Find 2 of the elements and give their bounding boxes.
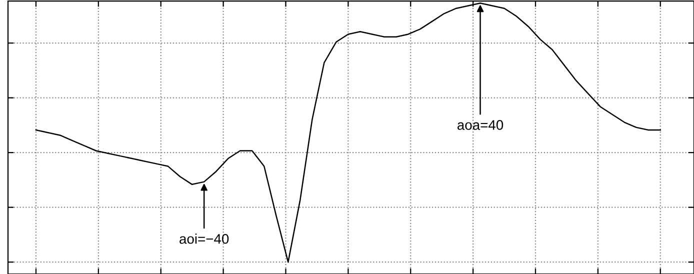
annotation: aoi=−40 bbox=[180, 234, 229, 244]
annotation: aoa=40 bbox=[457, 120, 504, 130]
